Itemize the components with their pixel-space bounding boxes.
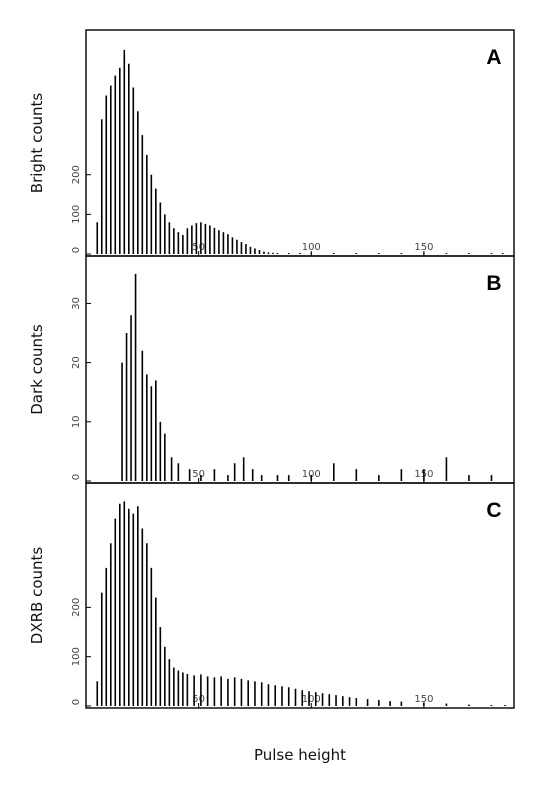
y-tick-label: 200 <box>71 165 82 184</box>
x-axis-title: Pulse height <box>254 746 346 764</box>
y-axis-title: Bright counts <box>28 93 46 194</box>
x-tick-label: 150 <box>414 694 433 705</box>
y-axis-title: DXRB counts <box>28 547 46 645</box>
x-tick-label: 100 <box>302 694 321 705</box>
y-tick-label: 30 <box>71 297 82 310</box>
panel-letter: B <box>486 272 501 295</box>
x-tick-label: 50 <box>192 694 205 705</box>
y-tick-label: 0 <box>71 247 82 253</box>
plot-frame <box>85 255 515 484</box>
y-tick-label: 100 <box>71 647 82 666</box>
x-tick-label: 100 <box>302 469 321 480</box>
panel-letter: A <box>486 46 501 69</box>
panel-a: 50 100 150 0 100 200 Bright counts A <box>28 29 515 257</box>
y-tick-label: 20 <box>71 356 82 369</box>
x-tick-label: 100 <box>302 242 321 253</box>
plot-frame <box>85 29 515 257</box>
y-tick-label: 100 <box>71 205 82 224</box>
y-tick-label: 10 <box>71 415 82 428</box>
panel-c: 50 100 150 0 100 200 DXRB counts C <box>28 482 515 709</box>
x-tick-label: 50 <box>192 469 205 480</box>
x-tick-label: 150 <box>414 242 433 253</box>
y-tick-label: 0 <box>71 699 82 705</box>
y-axis-title: Dark counts <box>28 324 46 415</box>
y-tick-label: 0 <box>71 474 82 480</box>
y-tick-label: 200 <box>71 598 82 617</box>
plot-frame <box>85 482 515 709</box>
x-tick-label: 50 <box>192 242 205 253</box>
panel-letter: C <box>486 499 501 522</box>
